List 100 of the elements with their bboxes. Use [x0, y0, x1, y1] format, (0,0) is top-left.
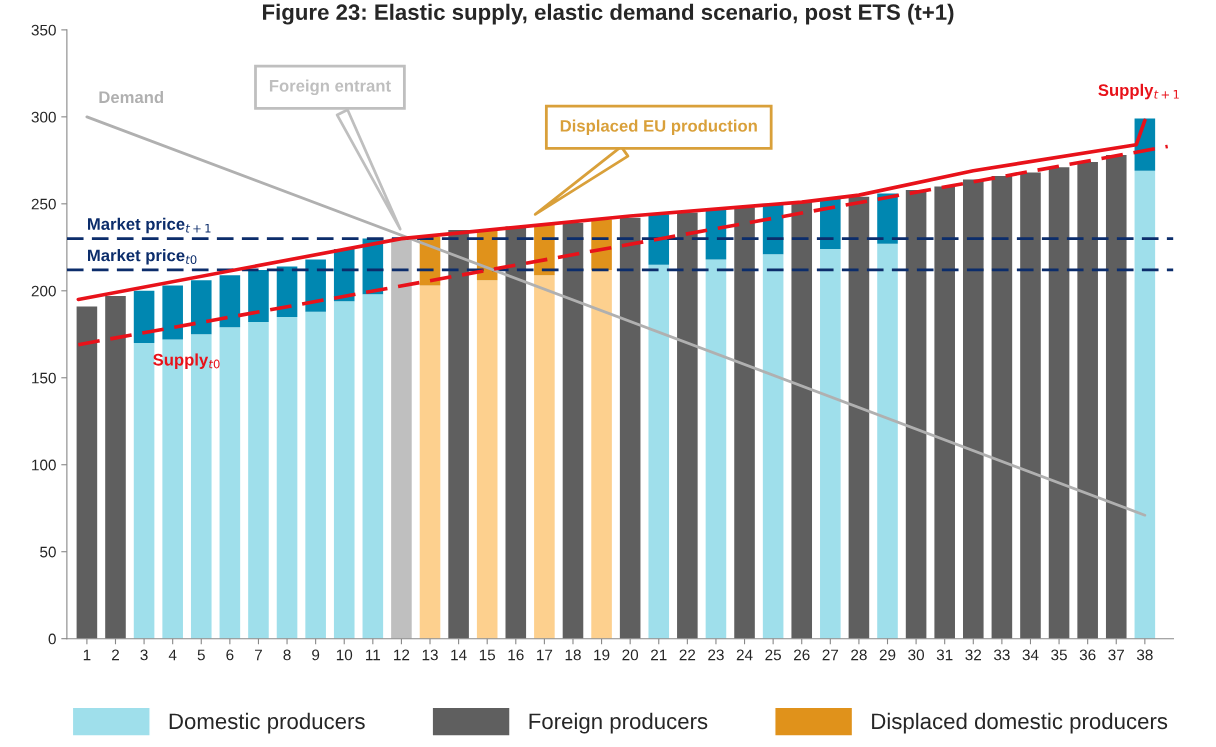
x-tick-label: 16 — [508, 649, 524, 661]
x-tick-label: 7 — [254, 649, 262, 661]
line-series — [76, 118, 1147, 302]
bar — [648, 264, 670, 639]
bar — [791, 202, 813, 639]
annotation: Displaced EU production — [560, 119, 757, 136]
ref-line-label: Market price$_{t+1}$ — [88, 217, 211, 234]
bar — [391, 238, 412, 639]
bar — [362, 294, 384, 639]
x-tick-label: 14 — [451, 649, 467, 661]
bar — [1048, 167, 1070, 639]
x-tick-label: 32 — [965, 649, 982, 661]
bar — [105, 296, 126, 639]
bar — [991, 175, 1013, 639]
series-label: Demand — [99, 90, 163, 104]
bar — [76, 306, 98, 639]
chart-title: Figure 23: Elastic supply, elastic demand scenario, post ETS (t+1) — [263, 3, 954, 25]
bar — [276, 266, 298, 317]
y-tick-label: 0 — [48, 633, 56, 645]
x-tick-label: 1 — [83, 649, 91, 661]
y-tick-label: 50 — [40, 546, 56, 558]
x-tick-label: 22 — [679, 649, 696, 661]
bar — [133, 290, 155, 343]
bar — [934, 186, 955, 639]
bar — [248, 269, 269, 323]
x-tick-label: 19 — [594, 649, 610, 661]
x-tick-label: 10 — [336, 649, 353, 661]
legend-label: Foreign producers — [529, 712, 708, 734]
legend-label: Domestic producers — [169, 712, 365, 734]
bar — [962, 179, 984, 639]
series-label: Supply$_{t0}$ — [153, 353, 220, 369]
bar — [619, 217, 641, 639]
bar — [248, 322, 269, 639]
bar — [877, 243, 898, 639]
x-tick-label: 13 — [422, 649, 438, 661]
x-tick-label: 38 — [1136, 649, 1153, 661]
y-tick-label: 150 — [32, 372, 56, 384]
x-tick-label: 37 — [1108, 649, 1124, 661]
ref-line-label: Market price$_{t0}$ — [88, 249, 197, 265]
x-tick-label: 5 — [197, 649, 205, 661]
bar — [677, 212, 698, 639]
x-tick-label: 15 — [479, 649, 496, 661]
x-tick-label: 33 — [993, 649, 1010, 661]
bar — [219, 275, 241, 328]
bar — [762, 254, 784, 639]
bar — [648, 214, 670, 265]
bar — [1134, 170, 1156, 639]
x-tick-label: 12 — [394, 649, 410, 661]
x-tick-label: 26 — [794, 649, 810, 661]
bar — [276, 316, 298, 639]
x-tick-label: 11 — [366, 649, 381, 661]
bar — [305, 259, 326, 312]
legend-label: Displaced domestic producers — [872, 712, 1168, 734]
bar — [505, 226, 527, 639]
y-tick-label: 100 — [32, 459, 56, 471]
x-tick-label: 27 — [822, 649, 839, 661]
y-tick-label: 250 — [31, 198, 56, 210]
y-tick-label: 200 — [31, 285, 56, 297]
x-tick-label: 23 — [708, 649, 724, 661]
bar — [591, 269, 612, 639]
x-tick-label: 36 — [1079, 649, 1096, 661]
bar — [1077, 162, 1098, 639]
x-tick-label: 17 — [537, 649, 553, 661]
bar — [190, 280, 212, 335]
bar — [476, 280, 498, 639]
bar — [1105, 155, 1127, 639]
bar — [1020, 172, 1041, 639]
x-tick-label: 8 — [283, 649, 291, 661]
x-tick-label: 31 — [936, 649, 953, 661]
bar — [534, 275, 555, 639]
bar — [162, 285, 183, 340]
x-tick-label: 20 — [622, 649, 639, 661]
bar — [562, 222, 584, 639]
x-tick-label: 18 — [565, 649, 581, 661]
x-tick-label: 3 — [140, 649, 148, 661]
bar — [820, 249, 841, 639]
x-tick-label: 28 — [851, 649, 867, 661]
x-tick-label: 9 — [312, 649, 320, 661]
x-tick-label: 35 — [1051, 649, 1067, 661]
bar — [905, 189, 927, 639]
y-tick-label: 350 — [31, 24, 56, 36]
x-tick-label: 6 — [226, 649, 234, 661]
bar — [333, 301, 355, 639]
series-label: Supply$_{t+1}$ — [1098, 83, 1179, 100]
x-tick-label: 30 — [908, 649, 924, 661]
bar — [305, 311, 326, 639]
bar — [133, 342, 155, 639]
bar — [448, 229, 469, 639]
bar — [219, 327, 241, 639]
x-tick-label: 25 — [765, 649, 781, 661]
bar — [419, 285, 441, 639]
x-tick-label: 4 — [168, 649, 177, 661]
x-tick-label: 24 — [736, 649, 753, 661]
annotation: Foreign entrant — [269, 79, 391, 96]
x-tick-label: 34 — [1022, 649, 1039, 661]
x-tick-label: 2 — [112, 649, 119, 661]
x-tick-label: 21 — [651, 649, 667, 661]
bar — [848, 196, 870, 639]
bar — [705, 259, 727, 639]
bar — [734, 207, 755, 639]
